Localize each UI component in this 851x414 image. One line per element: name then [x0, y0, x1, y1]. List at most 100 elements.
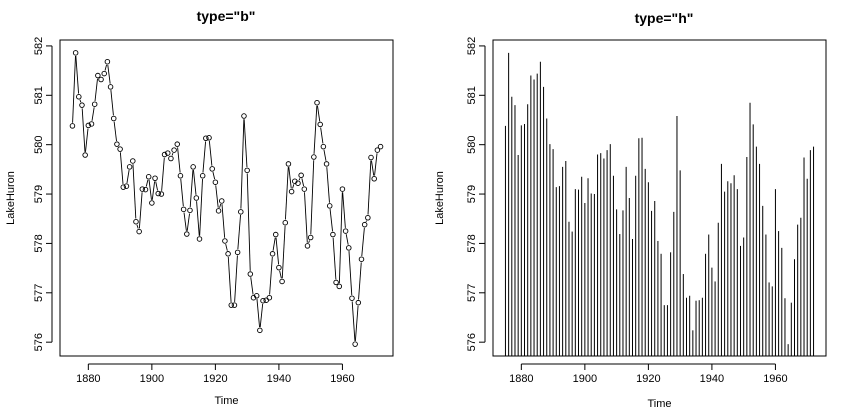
- data-point: [320, 143, 327, 150]
- plot-frame: [492, 39, 827, 357]
- line-segment: [308, 240, 310, 244]
- data-point: [199, 173, 206, 179]
- data-point: [180, 206, 187, 213]
- line-segment: [272, 237, 276, 251]
- data-point: [241, 113, 247, 119]
- x-axis-label: Time: [214, 395, 238, 407]
- line-segment: [269, 256, 273, 295]
- line-segment: [75, 55, 80, 94]
- line-segment: [348, 251, 353, 296]
- line-segment: [284, 167, 289, 220]
- y-axis-label: LakeHuron: [434, 171, 446, 225]
- data-point: [276, 264, 282, 271]
- line-segment: [317, 105, 321, 122]
- data-point: [88, 121, 95, 127]
- line-segment: [177, 147, 181, 173]
- x-axis-label: Time: [647, 398, 671, 410]
- line-segment: [279, 270, 282, 279]
- data-point: [101, 70, 107, 77]
- line-segment: [292, 184, 295, 189]
- data-point: [244, 167, 250, 174]
- y-tick-label: 582: [33, 37, 45, 55]
- line-segment: [281, 225, 286, 279]
- line-segment: [227, 256, 232, 302]
- line-segment: [225, 243, 228, 251]
- data-point: [323, 161, 330, 167]
- data-point: [203, 135, 209, 142]
- line-segment: [371, 160, 375, 176]
- data-point: [326, 203, 333, 209]
- y-tick-label: 577: [33, 284, 45, 302]
- x-tick-label: 1900: [573, 373, 597, 385]
- data-point: [231, 302, 238, 308]
- data-point: [139, 186, 146, 192]
- line-segment: [132, 164, 137, 219]
- line-segment: [189, 170, 194, 208]
- data-point: [298, 172, 304, 179]
- line-segment: [91, 107, 95, 121]
- data-point: [368, 154, 374, 161]
- data-point: [355, 299, 362, 306]
- data-point: [377, 143, 384, 150]
- line-segment: [342, 192, 346, 228]
- data-point: [352, 341, 358, 347]
- line-segment: [234, 255, 238, 302]
- data-point: [228, 302, 235, 308]
- line-segment: [155, 181, 159, 191]
- y-tick-label: 578: [33, 234, 45, 252]
- data-point: [342, 228, 349, 234]
- chart-title: type="h": [635, 10, 694, 26]
- line-segment: [345, 234, 349, 245]
- data-point: [155, 190, 161, 197]
- data-point: [161, 151, 168, 158]
- chart-panel-1: type="b" 1880 1900 1920 1940 1960 576 577 578 579…: [5, 8, 394, 407]
- line-segment: [72, 56, 76, 123]
- data-point: [91, 101, 98, 107]
- data-point: [263, 297, 269, 303]
- data-point: [272, 231, 279, 238]
- y-tick-label: 577: [466, 284, 478, 302]
- line-segment: [323, 149, 327, 161]
- line-segment: [145, 179, 149, 187]
- line-segment: [113, 121, 117, 142]
- data-point: [266, 294, 273, 301]
- chart-title: type="b": [197, 8, 256, 24]
- line-segment: [161, 157, 165, 191]
- data-point: [95, 72, 101, 79]
- line-segment: [361, 227, 365, 257]
- y-tick-label: 580: [33, 135, 45, 153]
- chart-panel-2: type="h" 1880 1900 1920 1940 1960 576 577 578 579…: [434, 10, 827, 410]
- data-series: [504, 52, 815, 356]
- data-point: [168, 155, 174, 162]
- data-point: [190, 164, 196, 170]
- data-point: [171, 147, 177, 153]
- data-point: [120, 184, 127, 190]
- line-segment: [202, 141, 207, 173]
- line-segment: [358, 262, 362, 300]
- data-point: [174, 141, 181, 147]
- y-axis-label: LakeHuron: [5, 171, 17, 225]
- line-segment: [332, 237, 337, 280]
- line-segment: [237, 214, 241, 250]
- line-segment: [301, 178, 305, 187]
- data-point: [76, 94, 82, 100]
- line-segment: [107, 64, 111, 84]
- data-point: [98, 76, 104, 83]
- data-point: [130, 158, 136, 164]
- data-point: [374, 147, 381, 153]
- line-segment: [219, 203, 222, 208]
- data-point: [107, 84, 114, 90]
- line-segment: [171, 152, 174, 156]
- data-point: [238, 209, 244, 215]
- data-point: [123, 183, 130, 189]
- data-point: [333, 279, 339, 286]
- line-segment: [81, 108, 86, 152]
- data-point: [257, 327, 263, 334]
- data-point: [339, 186, 346, 192]
- x-tick-label: 1880: [76, 373, 100, 385]
- data-point: [260, 297, 266, 304]
- data-point: [330, 231, 336, 238]
- data-point: [158, 191, 165, 197]
- data-point: [117, 146, 123, 152]
